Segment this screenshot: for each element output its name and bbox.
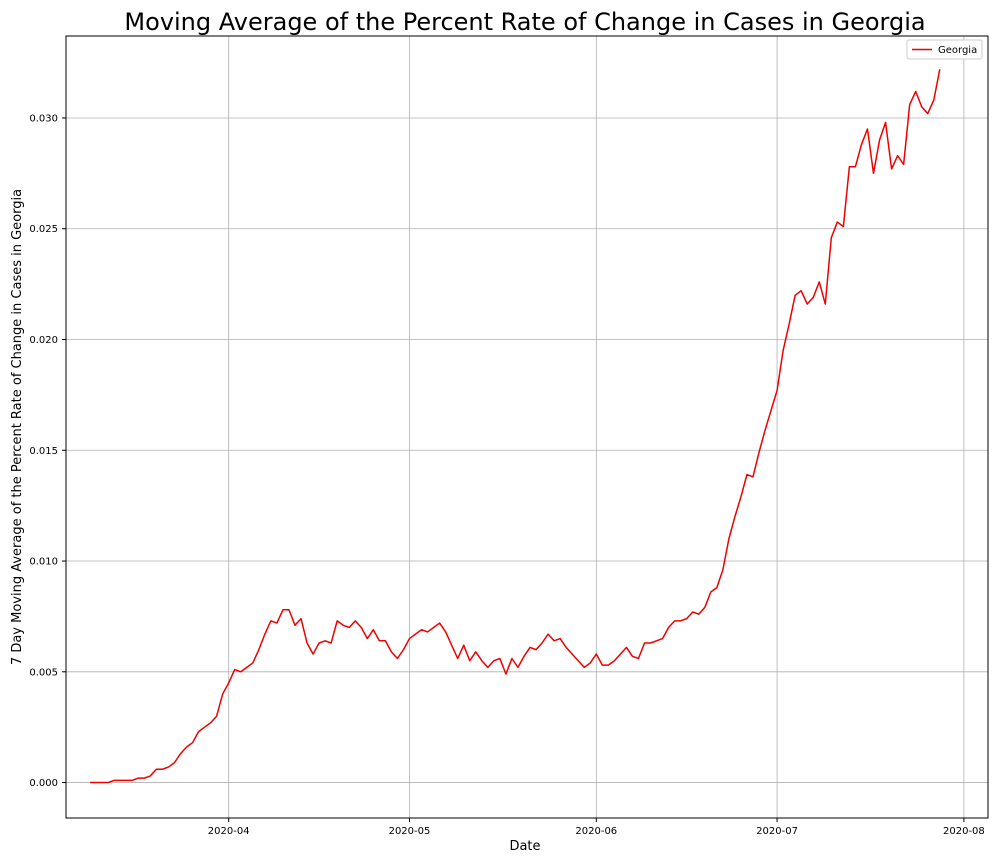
- chart-title: Moving Average of the Percent Rate of Ch…: [124, 8, 925, 36]
- y-tick-label: 0.030: [29, 113, 58, 124]
- y-tick-label: 0.010: [29, 557, 58, 568]
- y-tick-label: 0.015: [29, 446, 58, 457]
- y-axis: 0.000 0.005 0.010 0.015 0.020 0.025 0.030: [29, 113, 66, 789]
- grid: [66, 36, 988, 818]
- x-axis: 2020-04 2020-05 2020-06 2020-07 2020-08: [208, 818, 985, 837]
- y-tick-label: 0.020: [29, 335, 58, 346]
- legend-label-georgia: Georgia: [938, 45, 977, 56]
- x-tick-label: 2020-08: [943, 826, 985, 837]
- y-tick-label: 0.005: [29, 667, 58, 678]
- x-tick-label: 2020-07: [756, 826, 798, 837]
- y-axis-label: 7 Day Moving Average of the Percent Rate…: [10, 189, 25, 665]
- series-line-georgia: [90, 69, 941, 784]
- x-axis-label: Date: [509, 839, 540, 854]
- x-tick-label: 2020-06: [575, 826, 617, 837]
- y-tick-label: 0.000: [29, 778, 58, 789]
- legend: Georgia: [906, 39, 983, 60]
- plot-frame: [65, 35, 989, 819]
- x-tick-label: 2020-05: [389, 826, 431, 837]
- legend-box: [906, 39, 983, 60]
- x-tick-label: 2020-04: [208, 826, 250, 837]
- y-tick-label: 0.025: [29, 224, 58, 235]
